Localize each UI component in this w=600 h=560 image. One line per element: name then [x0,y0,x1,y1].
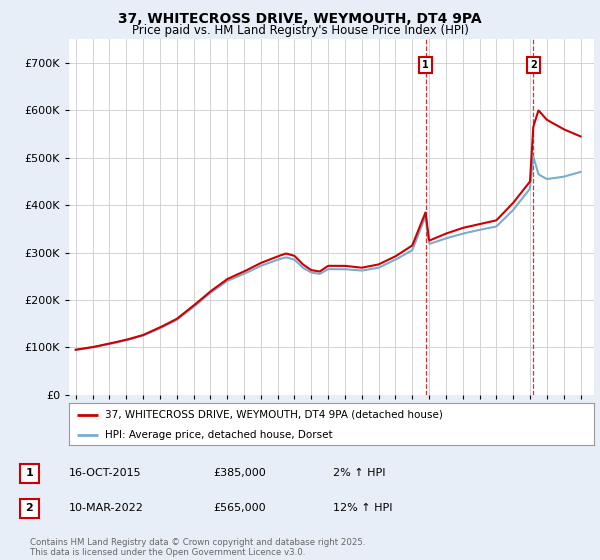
Text: Contains HM Land Registry data © Crown copyright and database right 2025.
This d: Contains HM Land Registry data © Crown c… [30,538,365,557]
Text: 12% ↑ HPI: 12% ↑ HPI [333,503,392,514]
Text: 2% ↑ HPI: 2% ↑ HPI [333,468,386,478]
Text: £565,000: £565,000 [213,503,266,514]
Text: 37, WHITECROSS DRIVE, WEYMOUTH, DT4 9PA: 37, WHITECROSS DRIVE, WEYMOUTH, DT4 9PA [118,12,482,26]
Text: 37, WHITECROSS DRIVE, WEYMOUTH, DT4 9PA (detached house): 37, WHITECROSS DRIVE, WEYMOUTH, DT4 9PA … [105,410,443,420]
Text: Price paid vs. HM Land Registry's House Price Index (HPI): Price paid vs. HM Land Registry's House … [131,24,469,37]
Text: HPI: Average price, detached house, Dorset: HPI: Average price, detached house, Dors… [105,430,332,440]
Text: £385,000: £385,000 [213,468,266,478]
Text: 1: 1 [26,468,33,478]
Text: 10-MAR-2022: 10-MAR-2022 [69,503,144,514]
Text: 2: 2 [530,60,536,70]
Text: 1: 1 [422,60,429,70]
Text: 2: 2 [26,503,33,514]
Text: 16-OCT-2015: 16-OCT-2015 [69,468,142,478]
